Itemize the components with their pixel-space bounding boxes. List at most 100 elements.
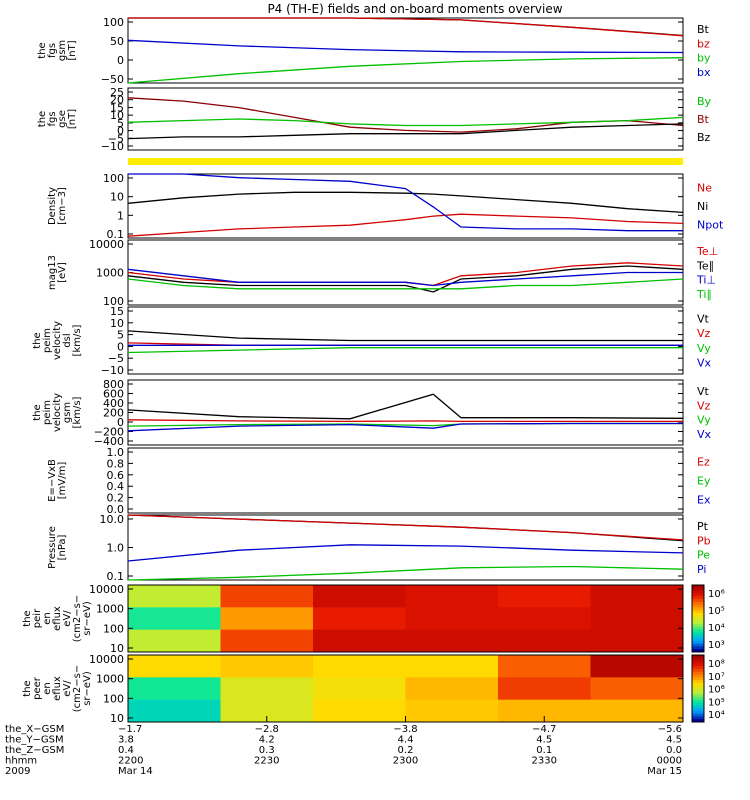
footer-row-label: the_X−GSM <box>5 724 64 735</box>
panel-temperature: 10000 1000 100 mag13[eV] Te⊥Te∥ Ti⊥Ti∥ <box>47 238 718 308</box>
y-axis-label-line: peer <box>32 676 43 700</box>
colorbar-cell <box>692 710 704 715</box>
y-axis-label: thepeerenefluxeV/(cm2−s−sr−eV) <box>22 665 93 712</box>
heatmap-cell <box>313 677 406 701</box>
heatmap-cell <box>128 585 221 608</box>
panel-frame <box>127 447 684 514</box>
series-line-bz <box>128 17 684 37</box>
panel-efield: 1.00.80.60.40.20.0 E=−VxB[mV/m] Ez Ey Ex <box>47 446 711 516</box>
colorbar-cell <box>692 708 704 712</box>
footer-cell: 4.2 <box>259 735 275 746</box>
legend-item: Ne <box>697 181 712 194</box>
legend-item: Ni <box>697 200 708 213</box>
y-tick-label: 0 <box>117 416 124 429</box>
colorbar-tick-label: 10⁵ <box>708 697 725 708</box>
series-line-Vz <box>127 419 683 423</box>
heatmap-cell <box>128 629 221 653</box>
footer-cell: 4.4 <box>398 735 414 746</box>
heatmap-cell <box>220 585 314 608</box>
footer-cell: Mar 15 <box>647 766 682 777</box>
legend-item: Bt <box>697 113 710 126</box>
footer-cell: 0.4 <box>118 745 134 756</box>
heatmap-cell <box>405 699 499 723</box>
colorbar-cell <box>692 596 704 600</box>
y-axis-label: thefgsgsm[nT] <box>37 40 78 61</box>
heatmap-cell <box>313 629 406 653</box>
colorbar-tick-label: 10⁶ <box>708 589 725 600</box>
y-tick-label: 10000 <box>89 583 124 596</box>
y-tick-label: −5 <box>108 352 124 365</box>
y-axis-label-line: the <box>22 680 33 696</box>
heatmap-cell <box>498 655 591 678</box>
legend-item: Te⊥ <box>696 245 718 258</box>
colorbar-cell <box>692 680 704 684</box>
y-tick-label: 15 <box>110 101 124 114</box>
colorbar-cell <box>692 646 704 650</box>
series-line-Pt <box>127 514 684 542</box>
colorbar-cell <box>692 655 704 659</box>
y-tick-label: 10 <box>110 191 124 204</box>
colorbar-cell <box>692 610 704 614</box>
y-tick-label: 200 <box>103 407 124 420</box>
y-axis-label-line: velocity <box>52 393 63 432</box>
legend-item: Vy <box>697 414 711 427</box>
colorbar-tick-label: 10⁶ <box>708 685 725 696</box>
y-axis-label-line: eflux <box>52 676 63 701</box>
footer-cell: 2230 <box>254 756 279 767</box>
y-tick-label: 10000 <box>89 238 124 251</box>
heatmap-cell <box>590 699 684 723</box>
y-axis-label-line: [nT] <box>67 109 78 129</box>
heatmap-cell <box>590 677 684 701</box>
series-line-Pb <box>127 514 684 541</box>
colorbar-frame <box>691 654 705 723</box>
legend-item: Vz <box>697 327 711 340</box>
footer-cell: 4.5 <box>666 735 682 746</box>
legend-item: Ti∥ <box>696 288 712 301</box>
y-tick-label: 10 <box>110 109 124 122</box>
y-tick-label: 100 <box>103 16 124 29</box>
heatmap-cell <box>313 607 406 631</box>
y-axis-label-line: the <box>32 332 43 348</box>
colorbar-tick-label: 10⁸ <box>708 659 725 670</box>
colorbar-tick-label: 10⁴ <box>708 623 725 634</box>
colorbar-tick-label: 10⁷ <box>708 672 725 683</box>
colorbar-cell <box>692 643 704 647</box>
y-axis-label-line: [km/s] <box>72 396 83 428</box>
footer-cell: 0.2 <box>398 745 414 756</box>
heatmap-cell <box>128 607 221 631</box>
y-axis-label-line: (cm2−s− <box>72 665 83 712</box>
y-tick-label: 1 <box>117 209 124 222</box>
heatmap-cell <box>128 699 221 723</box>
colorbar-cell <box>692 688 704 692</box>
y-tick-label: −5 <box>108 132 124 145</box>
y-axis-label-line: Density <box>47 187 58 225</box>
colorbar-cell <box>692 713 704 717</box>
legend-item: Pt <box>697 520 709 533</box>
y-axis-label-line: peir <box>32 608 43 628</box>
colorbar-cell <box>692 694 704 698</box>
heatmap-cell <box>405 585 499 608</box>
y-axis-label-line: en <box>42 682 53 695</box>
colorbar-cell <box>692 615 704 619</box>
y-tick-label: −200 <box>94 426 124 439</box>
y-tick-label: 100 <box>103 622 124 635</box>
y-tick-label: −50 <box>101 73 124 86</box>
y-axis-label-line: fgs <box>47 43 58 58</box>
legend-item: Vt <box>697 385 710 398</box>
y-tick-label: 0.1 <box>107 570 125 583</box>
y-tick-label: 5 <box>117 329 124 342</box>
footer-cell: 2200 <box>118 756 143 767</box>
colorbar-cell <box>692 668 704 673</box>
y-axis-label-line: eflux <box>52 606 63 631</box>
footer-row-label: the_Y−GSM <box>5 735 64 746</box>
y-axis-label-line: eV/ <box>62 610 73 627</box>
panel-density: 100 10 1 0.1 Density[cm−3] Ne Ni Npot <box>47 172 724 241</box>
footer-cell: −1.7 <box>118 724 142 735</box>
series-line-Ni <box>127 191 684 214</box>
y-tick-label: 600 <box>103 388 124 401</box>
colorbar-cell <box>692 638 704 642</box>
y-tick-label: 100 <box>103 295 124 308</box>
series-line-Npot <box>128 173 683 232</box>
y-axis-label: Pressure[nPa] <box>47 526 68 569</box>
colorbar-cell <box>692 585 704 589</box>
